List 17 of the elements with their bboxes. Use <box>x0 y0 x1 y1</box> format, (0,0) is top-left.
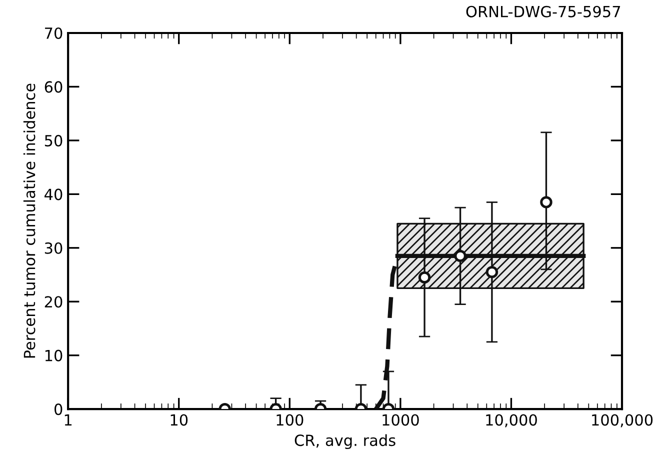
y-tick-label: 50 <box>44 134 62 146</box>
y-tick-label: 70 <box>45 27 62 40</box>
x-tick-label: 100 <box>276 414 304 426</box>
y-tick-label: 0 <box>54 404 62 416</box>
x-tick-label: 1 <box>64 414 72 426</box>
y-tick-label: 30 <box>44 242 62 254</box>
y-tick-label: 40 <box>44 188 62 200</box>
y-tick-label: 60 <box>44 81 62 93</box>
text: ORNL-DWG-75-5957 <box>466 6 620 18</box>
y-tick-label: 10 <box>45 350 62 362</box>
x-tick-label: 10 <box>170 414 188 426</box>
x-tick-label: 1000 <box>382 414 419 426</box>
x-axis-title: CR, avg. rads <box>294 434 396 450</box>
x-tick-label: 100,000 <box>592 414 653 428</box>
y-axis-title: Percent tumor cumulative incidence <box>23 84 36 358</box>
x-tick-label: 10,000 <box>486 414 537 428</box>
y-tick-label: 20 <box>44 296 62 308</box>
